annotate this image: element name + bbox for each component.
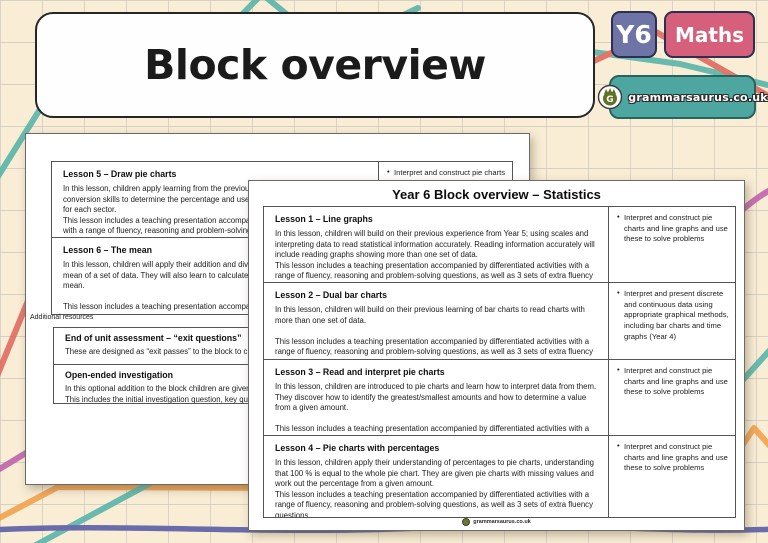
- lesson-objective: Interpret and construct pie charts and l…: [616, 441, 730, 474]
- lesson-objective: Interpret and construct pie charts and l…: [616, 365, 730, 398]
- document-footer: grammarsaurus.co.uk: [249, 518, 744, 526]
- page-title: Block overview: [144, 41, 486, 89]
- lesson-cell: Lesson 4 – Pie charts with percentages I…: [264, 436, 609, 517]
- lesson-body: In this lesson, children will build on t…: [275, 305, 593, 359]
- footer-brand-label: grammarsaurus.co.uk: [473, 519, 531, 525]
- grammarsaurus-logo-icon: [462, 518, 471, 526]
- lesson-body: In this lesson, children will build on t…: [275, 229, 595, 282]
- resource-heading: End of unit assessment – “exit questions…: [65, 333, 242, 343]
- lesson-heading: Lesson 3 – Read and interpret pie charts: [275, 367, 445, 377]
- grammarsaurus-logo-icon: G: [598, 84, 623, 110]
- lesson-objective: Interpret and present discrete and conti…: [616, 288, 730, 342]
- document-title: Year 6 Block overview – Statistics: [392, 187, 601, 202]
- front-lessons-table: Lesson 1 – Line graphs In this lesson, c…: [263, 206, 736, 518]
- lesson-heading: Lesson 6 – The mean: [63, 245, 152, 255]
- lesson-body: In this lesson, children are introduced …: [275, 382, 597, 435]
- table-row: Lesson 2 – Dual bar charts In this lesso…: [264, 283, 735, 360]
- resource-heading: Open-ended investigation: [65, 370, 174, 380]
- objective-cell: Interpret and construct pie charts and l…: [609, 436, 735, 517]
- lesson-cell: Lesson 1 – Line graphs In this lesson, c…: [264, 207, 609, 282]
- table-row: Lesson 3 – Read and interpret pie charts…: [264, 360, 735, 436]
- lesson-objective: Interpret and construct pie charts and l…: [616, 212, 730, 245]
- objective-cell: Interpret and construct pie charts and l…: [609, 207, 735, 282]
- additional-resources-label: Additional resources: [30, 314, 94, 321]
- subject-badge: Maths: [664, 11, 755, 58]
- lesson-heading: Lesson 4 – Pie charts with percentages: [275, 443, 440, 453]
- lesson-body: In this lesson, children apply their und…: [275, 458, 595, 517]
- lesson-cell: Lesson 3 – Read and interpret pie charts…: [264, 360, 609, 435]
- year-badge: Y6: [611, 11, 657, 58]
- lesson-heading: Lesson 1 – Line graphs: [275, 214, 373, 224]
- svg-text:G: G: [606, 95, 614, 105]
- brand-label: grammarsaurus.co.uk: [628, 90, 768, 104]
- lesson-heading: Lesson 2 – Dual bar charts: [275, 290, 387, 300]
- front-page: Year 6 Block overview – Statistics Lesso…: [248, 180, 745, 531]
- objective-cell: Interpret and present discrete and conti…: [609, 283, 735, 359]
- title-banner: Block overview: [35, 12, 595, 118]
- lesson-heading: Lesson 5 – Draw pie charts: [63, 169, 177, 179]
- lesson-cell: Lesson 2 – Dual bar charts In this lesso…: [264, 283, 609, 359]
- table-row: Lesson 4 – Pie charts with percentages I…: [264, 436, 735, 517]
- objective-cell: Interpret and construct pie charts and l…: [609, 360, 735, 435]
- table-row: Lesson 1 – Line graphs In this lesson, c…: [264, 207, 735, 283]
- brand-badge: G grammarsaurus.co.uk: [598, 75, 768, 119]
